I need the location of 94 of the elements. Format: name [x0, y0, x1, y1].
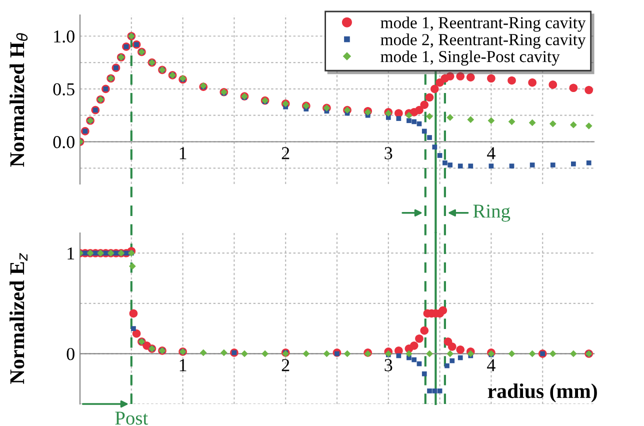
y-tick-label: 0	[66, 348, 74, 360]
x-tick-label: 4	[487, 359, 496, 372]
point	[430, 84, 439, 94]
x-tick-label: 1	[180, 359, 186, 372]
point	[530, 162, 535, 168]
point	[406, 350, 412, 358]
point	[427, 135, 432, 140]
legend-label: mode 1, Single-Post cavity	[380, 50, 560, 66]
point	[410, 341, 418, 350]
y-tick-label: 1	[68, 247, 74, 260]
point	[487, 74, 496, 83]
point	[456, 72, 465, 80]
point	[132, 329, 141, 338]
point	[466, 73, 475, 82]
point	[131, 326, 136, 331]
point	[528, 119, 536, 126]
point	[220, 349, 228, 356]
point	[412, 119, 417, 124]
point	[412, 357, 417, 362]
point	[442, 160, 448, 166]
point	[509, 164, 514, 168]
point	[415, 334, 424, 343]
y-tick-label: 0.5	[53, 83, 74, 96]
point	[570, 350, 577, 358]
point	[241, 350, 248, 358]
annotation: Ring	[473, 204, 510, 222]
point	[584, 86, 594, 94]
point	[437, 153, 442, 158]
point	[422, 128, 427, 134]
point	[432, 144, 438, 150]
point	[420, 100, 429, 109]
x-axis-title: radius (mm)	[488, 383, 597, 402]
point	[129, 309, 138, 318]
point	[450, 358, 455, 364]
point	[468, 164, 474, 168]
point	[528, 78, 536, 87]
annotation: Post	[115, 412, 148, 425]
point	[550, 162, 556, 168]
legend-label: mode 2, Reentrant-Ring cavity	[380, 34, 586, 49]
x-tick-label: 3	[384, 359, 392, 372]
point	[432, 388, 438, 394]
point	[406, 112, 412, 119]
point	[302, 350, 310, 358]
point	[323, 350, 330, 358]
point	[425, 93, 434, 102]
point	[586, 160, 592, 166]
x-tick-label: 1	[180, 147, 186, 160]
point	[438, 306, 448, 315]
point	[420, 326, 429, 335]
y-tick-label: 0.0	[53, 136, 74, 148]
point	[446, 72, 454, 80]
point	[458, 164, 463, 168]
y-tick-label: 1.0	[54, 30, 74, 43]
point	[446, 114, 454, 121]
point	[396, 353, 402, 358]
point	[406, 118, 412, 124]
x-tick-label: 2	[282, 147, 290, 160]
point	[437, 388, 442, 394]
y-axis-title: Normalized H$_{θ}$	[10, 33, 28, 167]
point	[549, 350, 556, 358]
point	[570, 121, 577, 128]
point	[508, 118, 516, 126]
point	[458, 355, 463, 360]
point	[446, 350, 454, 358]
point	[415, 106, 424, 114]
point	[548, 80, 558, 89]
point	[585, 122, 592, 130]
point	[448, 342, 456, 351]
point	[426, 112, 433, 120]
point	[549, 120, 556, 128]
y-axis-title: Normalized E$_{z}$	[10, 252, 28, 384]
point	[422, 371, 427, 376]
point	[569, 84, 578, 92]
point	[426, 350, 433, 358]
point	[467, 350, 474, 358]
x-tick-label: 3	[384, 147, 392, 160]
legend-label: mode 1, Reentrant-Ring cavity	[380, 16, 586, 32]
point	[427, 388, 432, 394]
point	[456, 346, 465, 354]
point	[488, 117, 495, 124]
x-tick-label: 4	[487, 147, 496, 160]
point	[508, 76, 516, 85]
point	[444, 363, 450, 368]
point	[200, 349, 207, 356]
point	[128, 262, 136, 270]
x-tick-label: 2	[282, 359, 290, 372]
point	[467, 116, 474, 124]
point	[448, 162, 453, 168]
point	[262, 350, 268, 358]
point	[344, 350, 351, 358]
point	[396, 116, 402, 121]
point	[571, 162, 576, 166]
point	[528, 350, 536, 358]
point	[488, 164, 494, 168]
